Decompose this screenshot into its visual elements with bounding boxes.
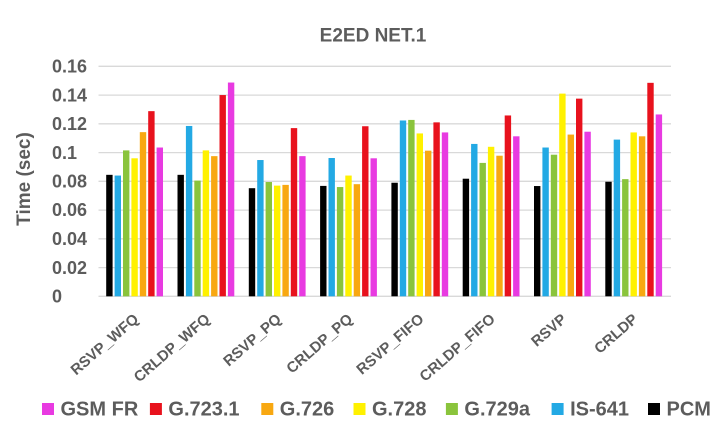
svg-text:G.729a: G.729a: [464, 398, 530, 420]
svg-text:0.12: 0.12: [52, 114, 87, 134]
svg-text:0.16: 0.16: [52, 57, 87, 77]
svg-text:0.02: 0.02: [52, 258, 87, 278]
svg-text:0.08: 0.08: [52, 172, 87, 192]
svg-text:IS-641: IS-641: [570, 398, 629, 420]
svg-text:PCM: PCM: [667, 398, 711, 420]
svg-text:0.14: 0.14: [52, 85, 87, 105]
svg-text:GSM FR: GSM FR: [61, 398, 139, 420]
svg-text:G.726: G.726: [280, 398, 334, 420]
svg-text:G.723.1: G.723.1: [168, 398, 239, 420]
svg-text:Time (sec): Time (sec): [14, 132, 35, 226]
svg-text:0: 0: [52, 287, 62, 307]
svg-text:0.06: 0.06: [52, 200, 87, 220]
svg-text:G.728: G.728: [372, 398, 426, 420]
svg-text:E2ED NET.1: E2ED NET.1: [320, 26, 427, 47]
svg-text:0.04: 0.04: [52, 229, 87, 249]
svg-text:0.1: 0.1: [52, 143, 77, 163]
